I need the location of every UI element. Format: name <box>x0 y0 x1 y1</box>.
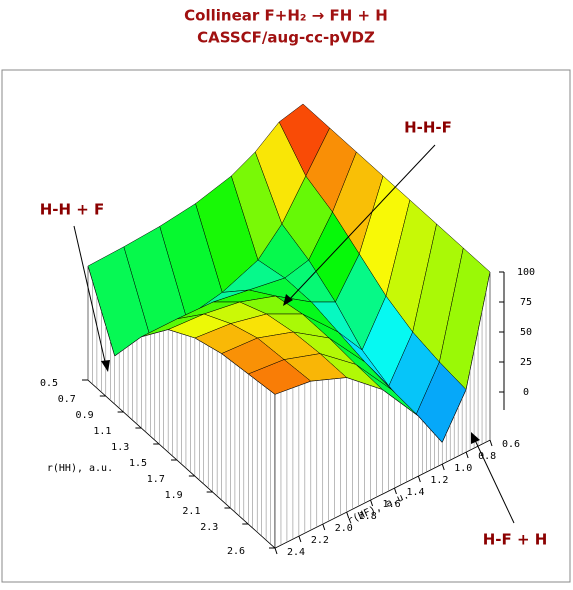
z-tick-label: 75 <box>520 297 532 308</box>
arrowhead <box>471 432 480 444</box>
arrowhead <box>283 294 293 306</box>
z-tick-label: 100 <box>517 267 535 278</box>
arrowhead <box>101 360 110 372</box>
y-tick-label: 1.4 <box>406 487 424 498</box>
z-tick-label: 50 <box>520 327 532 338</box>
z-tick-label: 25 <box>520 357 532 368</box>
x-tick-label: 2.3 <box>200 522 218 533</box>
x-tick-label: 2.6 <box>227 546 245 557</box>
arrow <box>473 437 515 524</box>
x-tick-label: 0.5 <box>40 378 58 389</box>
y-tick-label: 1.0 <box>454 463 472 474</box>
surface-plot: 0.50.70.9 1.11.31.51.71.9 2.12.3 2.6 0.6 0.8 1… <box>40 103 535 558</box>
annotation: H-F + H <box>483 531 548 549</box>
x-tick-label: 0.7 <box>58 394 76 405</box>
annotations: H-H-F H-H + F H-F + H <box>40 119 548 549</box>
x-tick-label: 2.1 <box>182 506 200 517</box>
y-tick <box>370 499 374 507</box>
z-tick-label: 0 <box>523 387 529 398</box>
x-tick-label: 1.1 <box>93 426 111 437</box>
y-tick <box>322 523 326 531</box>
y-tick-label: 2.0 <box>335 523 353 534</box>
x-tick-label: 1.7 <box>147 474 165 485</box>
x-tick-label: 1.5 <box>129 458 147 469</box>
y-tick <box>346 511 350 519</box>
y-tick-label: 2.2 <box>311 535 329 546</box>
y-tick <box>417 475 421 483</box>
x-tick-label: 0.9 <box>76 410 94 421</box>
arrow <box>73 225 107 367</box>
x-axis-label: r(HH), a.u. <box>47 463 113 474</box>
annotation: H-H + F <box>40 201 105 219</box>
y-tick-label: 0.6 <box>502 439 520 450</box>
arrow <box>286 144 436 303</box>
y-tick-label: 1.8 <box>359 511 377 522</box>
y-tick <box>441 463 445 471</box>
y-tick <box>298 535 302 543</box>
y-tick-label: 2.4 <box>287 547 305 558</box>
y-tick <box>393 487 397 495</box>
x-tick-label: 1.3 <box>111 442 129 453</box>
y-tick <box>465 451 469 459</box>
y-tick <box>274 547 278 555</box>
y-tick-label: 1.6 <box>383 499 401 510</box>
chart-title: Collinear F+H₂ → FH + H <box>184 7 388 25</box>
annotation: H-H-F <box>404 119 452 137</box>
y-tick-label: 1.2 <box>430 475 448 486</box>
x-tick-label: 1.9 <box>165 490 183 501</box>
chart-subtitle: CASSCF/aug-cc-pVDZ <box>197 29 375 47</box>
y-tick-label: 0.8 <box>478 451 496 462</box>
y-tick <box>489 439 493 447</box>
